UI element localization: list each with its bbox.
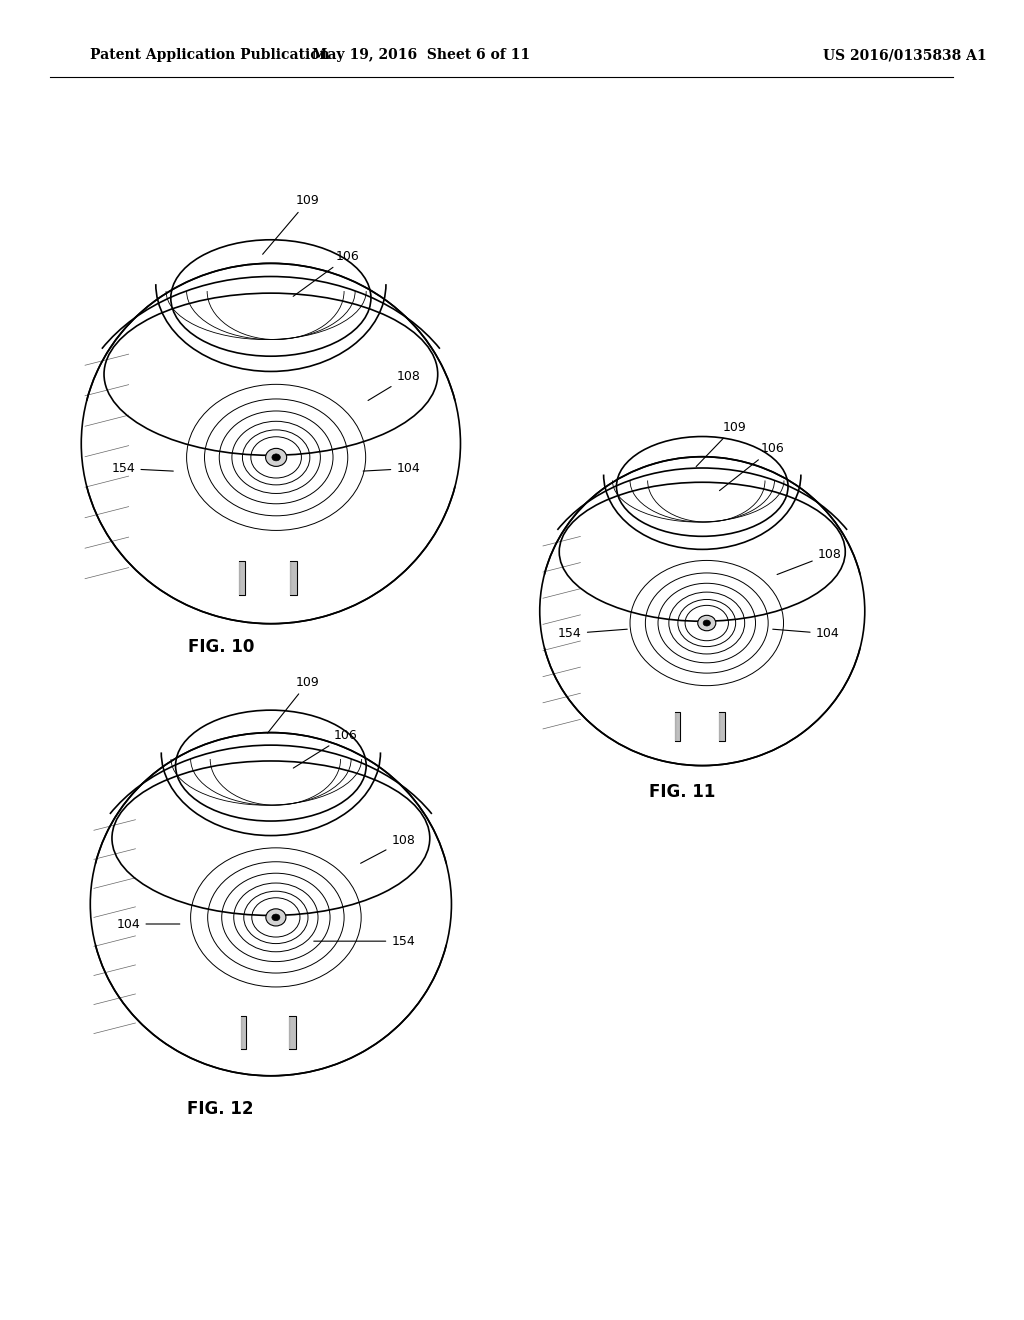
Ellipse shape xyxy=(697,615,716,631)
Polygon shape xyxy=(289,1016,296,1048)
Text: FIG. 10: FIG. 10 xyxy=(187,638,254,656)
Text: 104: 104 xyxy=(117,917,180,931)
Text: 104: 104 xyxy=(364,462,420,475)
Ellipse shape xyxy=(90,733,452,1076)
Ellipse shape xyxy=(265,449,287,466)
Text: 106: 106 xyxy=(293,729,357,768)
Text: 108: 108 xyxy=(777,548,842,574)
Text: 104: 104 xyxy=(773,627,840,640)
Text: 108: 108 xyxy=(368,370,420,400)
Polygon shape xyxy=(675,711,680,742)
Text: 109: 109 xyxy=(267,676,319,733)
Ellipse shape xyxy=(81,263,461,624)
Ellipse shape xyxy=(272,454,281,461)
Ellipse shape xyxy=(272,913,280,921)
Ellipse shape xyxy=(540,457,865,766)
Text: 154: 154 xyxy=(112,462,173,475)
Text: Patent Application Publication: Patent Application Publication xyxy=(90,49,330,62)
Text: 106: 106 xyxy=(720,442,784,491)
Ellipse shape xyxy=(703,620,711,626)
Text: FIG. 11: FIG. 11 xyxy=(649,783,716,801)
Text: 154: 154 xyxy=(558,627,628,640)
Text: 109: 109 xyxy=(262,194,319,255)
Ellipse shape xyxy=(266,909,286,927)
Polygon shape xyxy=(719,711,725,742)
Text: US 2016/0135838 A1: US 2016/0135838 A1 xyxy=(822,49,986,62)
Polygon shape xyxy=(240,561,245,595)
Text: May 19, 2016  Sheet 6 of 11: May 19, 2016 Sheet 6 of 11 xyxy=(312,49,530,62)
Polygon shape xyxy=(241,1016,246,1048)
Text: 108: 108 xyxy=(360,834,415,863)
Polygon shape xyxy=(290,561,297,595)
Text: 154: 154 xyxy=(313,935,415,948)
Text: 109: 109 xyxy=(696,421,746,466)
Text: 106: 106 xyxy=(293,249,359,297)
Text: FIG. 12: FIG. 12 xyxy=(187,1100,254,1118)
